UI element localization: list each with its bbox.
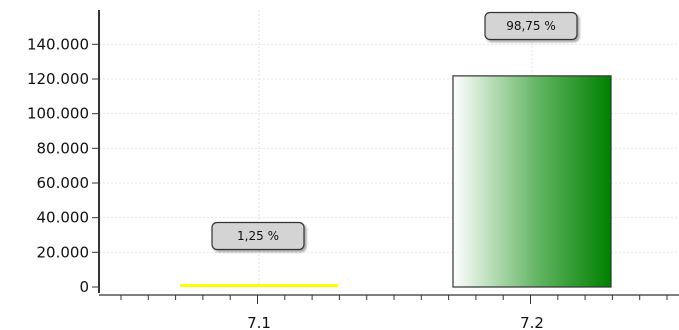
y-tick-label: 0: [79, 278, 89, 296]
y-tick-label: 40.000: [37, 209, 90, 227]
percent-callout-box: [211, 221, 305, 251]
bar-7-2[interactable]: [452, 75, 612, 288]
bars: [180, 75, 612, 288]
x-category-label: 7.1: [247, 314, 271, 330]
y-tick-label: 80.000: [37, 139, 90, 157]
gridlines: [99, 10, 679, 287]
y-tick-label: 20.000: [37, 243, 90, 261]
percent-callout-label: 1,25 %: [237, 229, 279, 243]
bar-7-1[interactable]: [180, 284, 338, 287]
y-tick-label: 140.000: [27, 35, 89, 53]
percent-callout-label: 98,75 %: [506, 19, 556, 33]
percent-callout-box: [484, 11, 578, 41]
y-tick-label: 120.000: [27, 70, 89, 88]
y-tick-label: 100.000: [27, 105, 89, 123]
axes: [92, 10, 679, 304]
percent-callouts: 1,25 % 98,75 %: [211, 11, 578, 251]
axis-labels: 0 20.000 40.000 60.000 80.000 100.000 120.000 1…: [27, 35, 544, 330]
x-category-label: 7.2: [520, 314, 544, 330]
y-tick-label: 60.000: [37, 174, 90, 192]
